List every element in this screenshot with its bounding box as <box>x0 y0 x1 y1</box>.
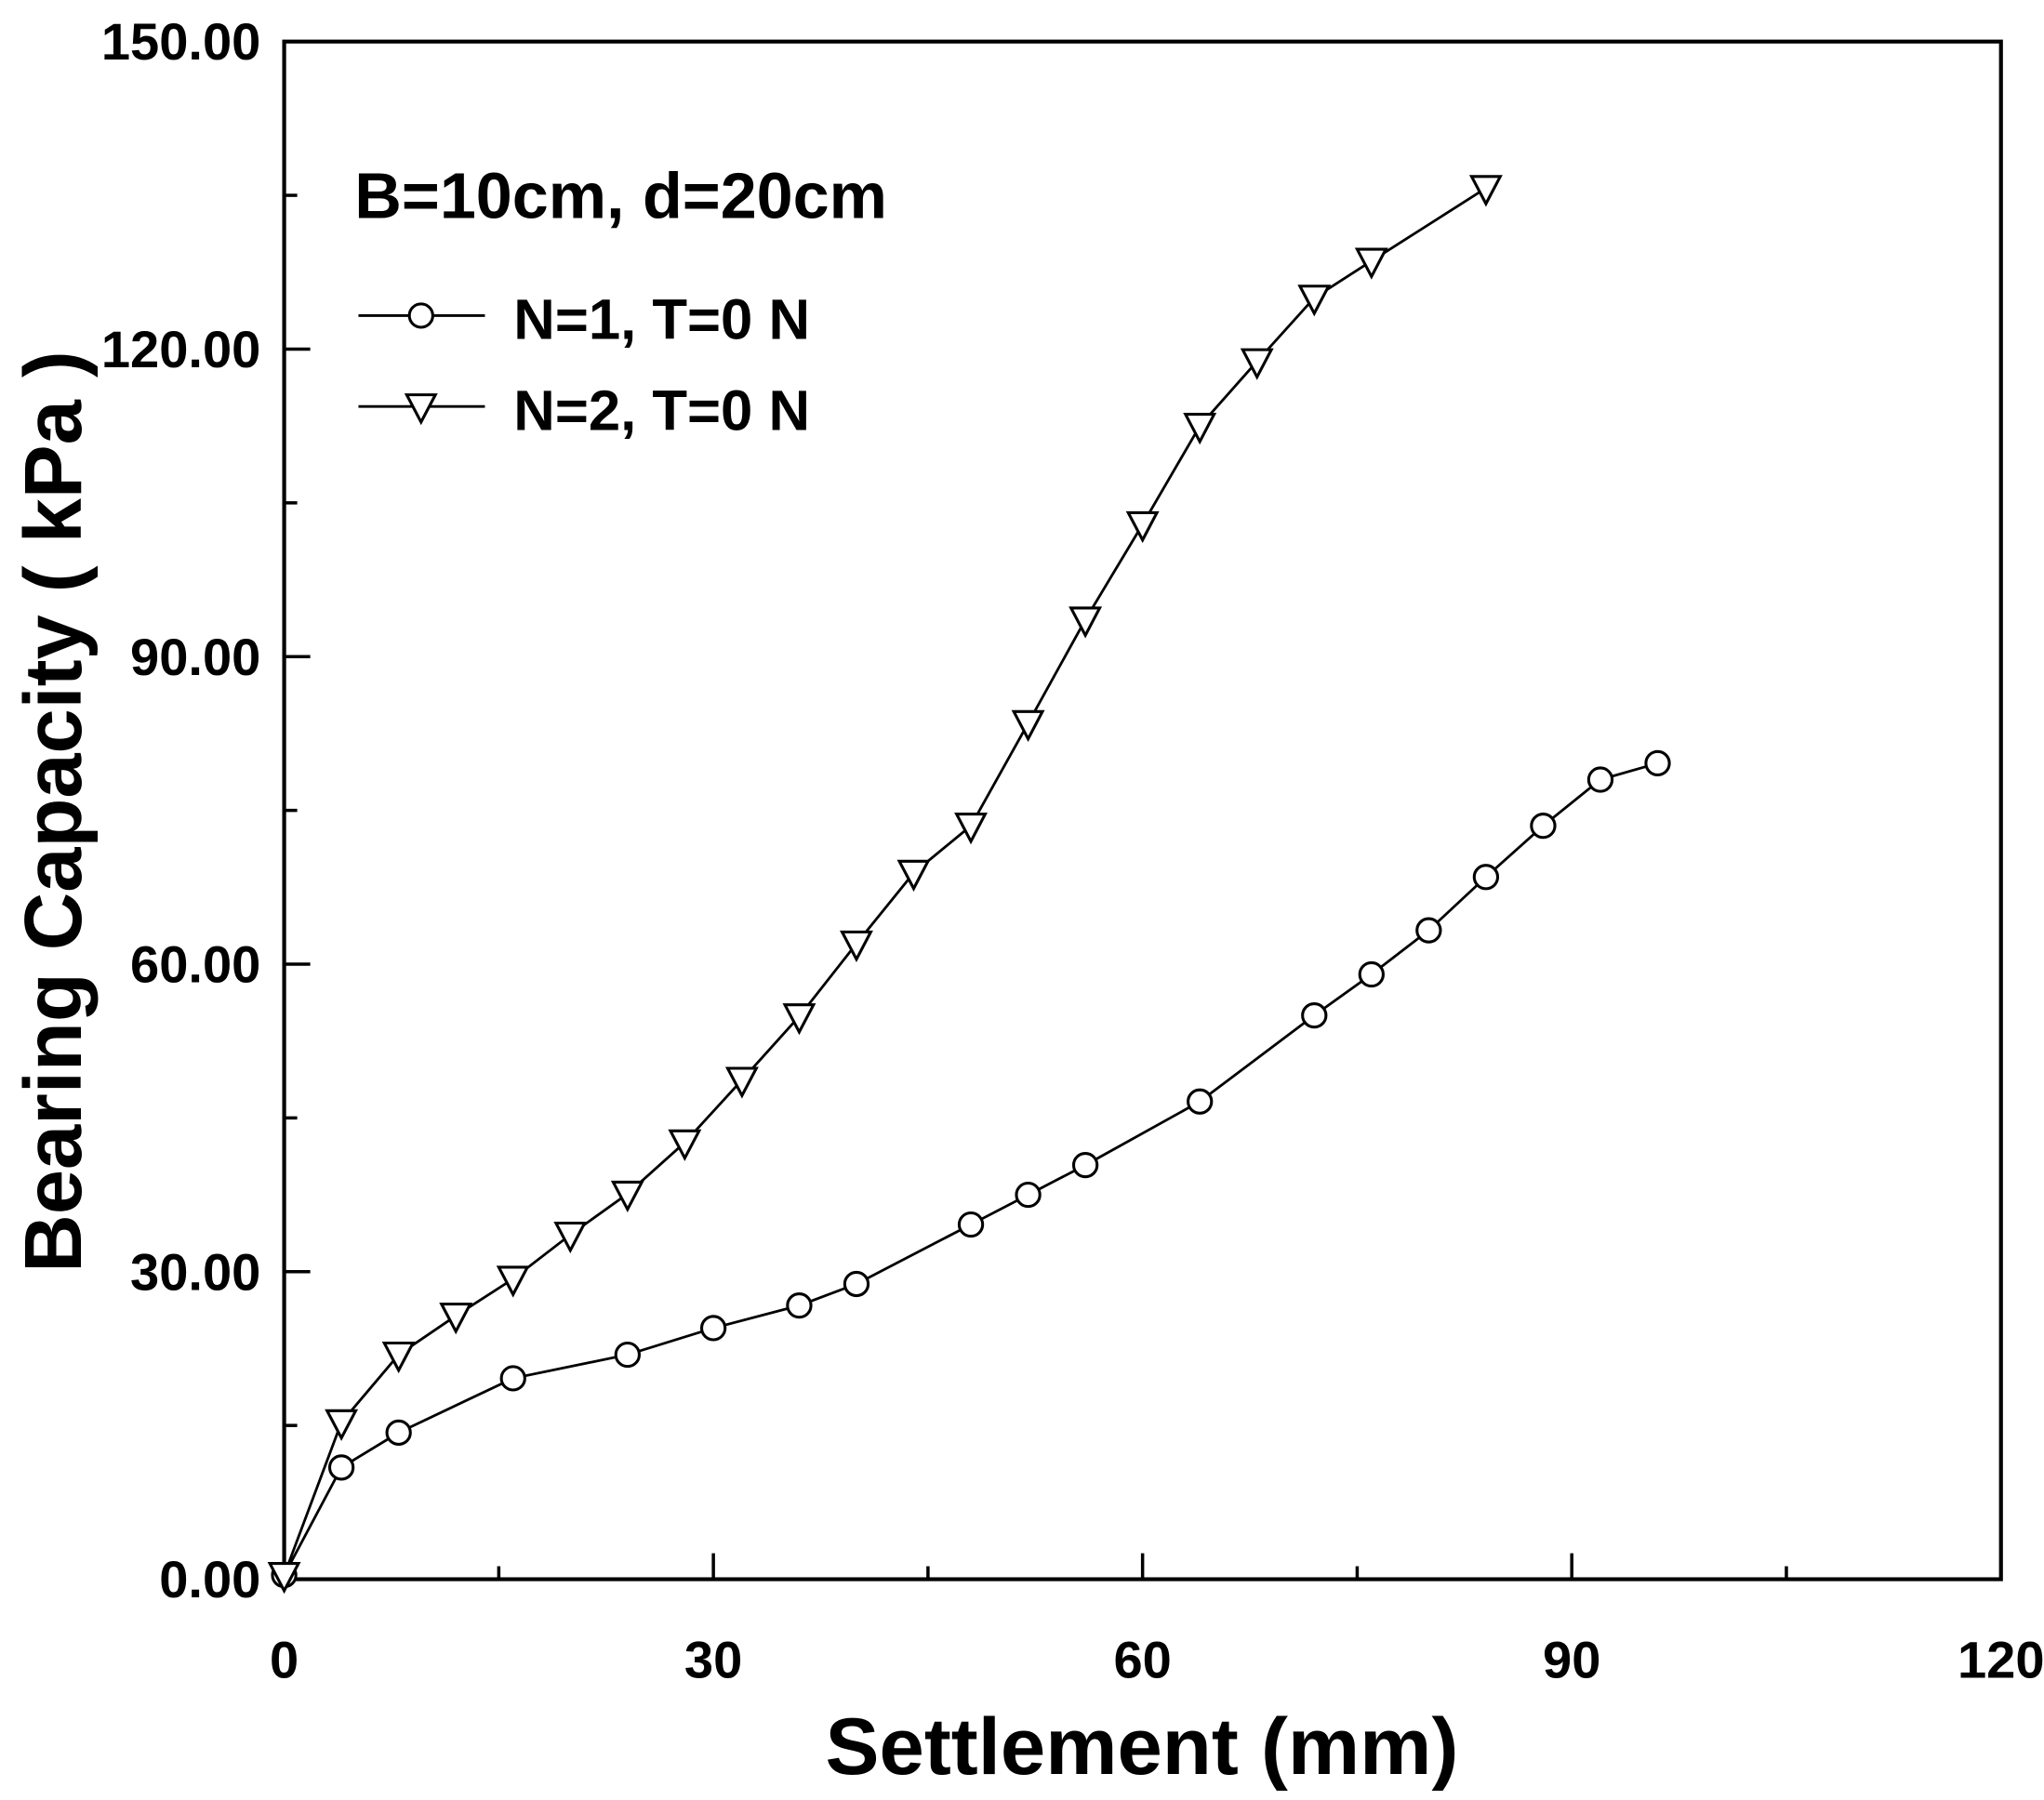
circle-marker-icon <box>786 1292 813 1319</box>
circle-marker-icon <box>699 1315 727 1342</box>
triangle-down-marker-icon <box>1068 606 1103 639</box>
legend-item: N=2, T=0 N <box>358 378 810 443</box>
circle-marker-icon <box>1415 917 1442 944</box>
circle-marker-icon <box>614 1341 641 1369</box>
triangle-down-marker-icon <box>1468 175 1503 207</box>
circle-marker-icon <box>843 1270 870 1298</box>
legend: N=1, T=0 N N=2, T=0 N <box>358 288 810 443</box>
triangle-down-marker-icon <box>439 1303 473 1335</box>
x-tick-label: 90 <box>1543 1631 1600 1689</box>
triangle-down-marker-icon <box>325 1409 359 1441</box>
axis-ticks <box>282 39 2003 1582</box>
triangle-down-marker-icon <box>724 1066 759 1099</box>
y-tick-label: 30.00 <box>130 1242 260 1301</box>
circle-marker-icon <box>1071 1151 1099 1179</box>
circle-marker-icon <box>407 302 434 329</box>
circle-marker-icon <box>1187 1088 1214 1115</box>
chart-annotation: B=10cm, d=20cm <box>354 160 887 232</box>
circle-marker-icon <box>957 1211 985 1238</box>
legend-item: N=1, T=0 N <box>358 288 810 352</box>
triangle-down-marker-icon <box>610 1180 644 1213</box>
x-tick-label: 120 <box>1958 1631 2044 1689</box>
triangle-down-marker-icon <box>267 1562 301 1595</box>
circle-marker-icon <box>385 1419 412 1446</box>
circle-marker-icon <box>1472 864 1500 891</box>
triangle-down-marker-icon <box>1183 413 1217 445</box>
circle-marker-icon <box>1015 1181 1042 1209</box>
triangle-down-marker-icon <box>896 859 931 892</box>
triangle-down-marker-icon <box>782 1003 816 1036</box>
y-axis-title: Bearing Capacity ( kPa ) <box>8 351 99 1272</box>
circle-marker-icon <box>1358 960 1385 988</box>
y-tick-label: 150.00 <box>101 12 260 71</box>
x-tick-label: 60 <box>1113 1631 1171 1689</box>
triangle-down-marker-icon <box>381 1341 416 1374</box>
series-1 <box>271 749 1671 1589</box>
x-tick-label: 30 <box>684 1631 742 1689</box>
circle-marker-icon <box>1301 1002 1328 1029</box>
circle-marker-icon <box>499 1365 526 1392</box>
y-tick-label: 0.00 <box>159 1550 260 1608</box>
triangle-down-marker-icon <box>404 393 438 426</box>
triangle-down-marker-icon <box>954 813 989 845</box>
axis-tick-labels: 0 30 60 90 120 0.00 30.00 60.00 90.00 120.00 150.0… <box>101 12 2044 1688</box>
x-tick-label: 0 <box>270 1631 299 1689</box>
legend-label: N=1, T=0 N <box>513 288 810 352</box>
triangle-down-marker-icon <box>1354 247 1388 280</box>
triangle-down-marker-icon <box>496 1265 530 1298</box>
triangle-down-marker-icon <box>1125 510 1160 544</box>
y-tick-label: 120.00 <box>101 320 260 378</box>
triangle-down-marker-icon <box>1240 348 1274 380</box>
circle-marker-icon <box>327 1454 355 1481</box>
triangle-down-marker-icon <box>1297 285 1332 317</box>
series-2 <box>267 175 1503 1595</box>
circle-marker-icon <box>1530 813 1557 840</box>
triangle-down-marker-icon <box>1011 709 1045 742</box>
x-axis-title: Settlement (mm) <box>826 1701 1459 1792</box>
circle-marker-icon <box>1644 749 1671 777</box>
legend-label: N=2, T=0 N <box>513 378 810 443</box>
series-layer <box>267 175 1671 1595</box>
triangle-down-marker-icon <box>553 1221 588 1254</box>
y-tick-label: 90.00 <box>130 628 260 686</box>
y-tick-label: 60.00 <box>130 935 260 994</box>
triangle-down-marker-icon <box>668 1129 702 1161</box>
circle-marker-icon <box>1586 766 1614 793</box>
triangle-down-marker-icon <box>840 930 873 963</box>
